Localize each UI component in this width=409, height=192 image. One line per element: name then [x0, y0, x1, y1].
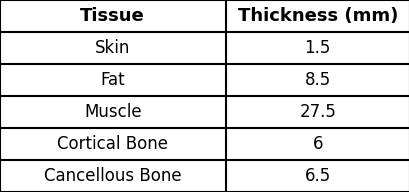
Text: Tissue: Tissue [80, 7, 145, 25]
Text: 6.5: 6.5 [304, 167, 330, 185]
Text: Muscle: Muscle [84, 103, 141, 121]
Text: Thickness (mm): Thickness (mm) [237, 7, 397, 25]
Text: Skin: Skin [95, 39, 130, 57]
Text: Cortical Bone: Cortical Bone [57, 135, 168, 153]
Text: 8.5: 8.5 [304, 71, 330, 89]
Text: Cancellous Bone: Cancellous Bone [44, 167, 181, 185]
Text: 6: 6 [312, 135, 322, 153]
Text: 27.5: 27.5 [299, 103, 335, 121]
Text: Fat: Fat [100, 71, 125, 89]
Text: 1.5: 1.5 [304, 39, 330, 57]
